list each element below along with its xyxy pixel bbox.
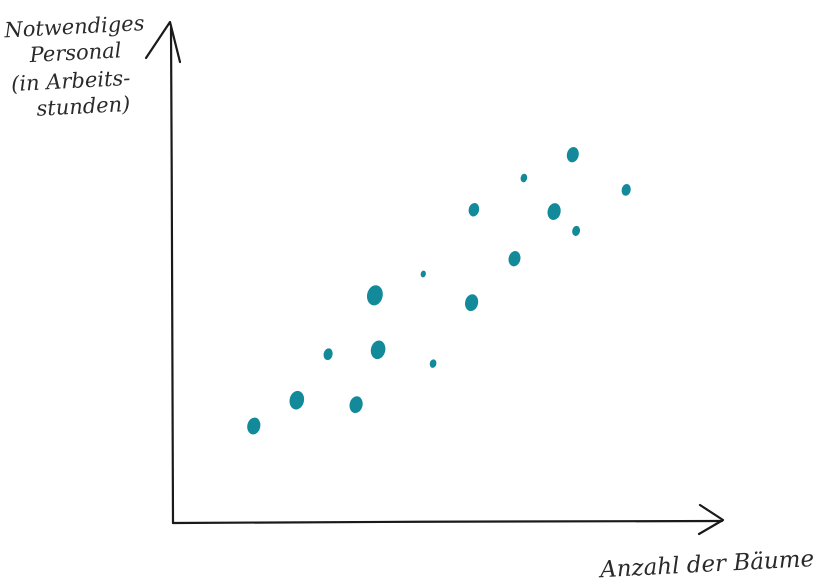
data-point <box>323 348 333 361</box>
data-point <box>370 340 386 360</box>
data-point <box>520 173 528 183</box>
y-axis-label-line-2: Personal <box>28 38 122 67</box>
data-point <box>349 396 363 414</box>
x-axis-label: Anzahl der Bäume <box>597 546 814 579</box>
data-points <box>247 147 631 435</box>
data-point <box>420 270 426 278</box>
data-point <box>366 285 383 306</box>
data-point <box>566 147 579 163</box>
data-point <box>465 294 479 312</box>
data-point <box>621 184 631 196</box>
data-point <box>508 251 521 267</box>
data-point <box>468 202 480 217</box>
y-axis-arrowhead <box>144 20 182 64</box>
x-axis <box>171 519 724 525</box>
y-axis-label-line-1: Notwendiges <box>3 11 145 42</box>
data-point <box>547 203 561 221</box>
y-axis-label-line-3: (in Arbeits- <box>11 66 131 96</box>
y-axis-label-line-4: stunden) <box>36 92 131 121</box>
data-point <box>572 225 581 236</box>
data-point <box>289 390 305 410</box>
data-point <box>429 359 437 368</box>
y-axis-label: Notwendiges Personal (in Arbeits- stunde… <box>3 11 145 121</box>
y-axis <box>169 26 175 525</box>
data-point <box>247 417 261 435</box>
x-axis-arrowhead <box>697 503 725 536</box>
